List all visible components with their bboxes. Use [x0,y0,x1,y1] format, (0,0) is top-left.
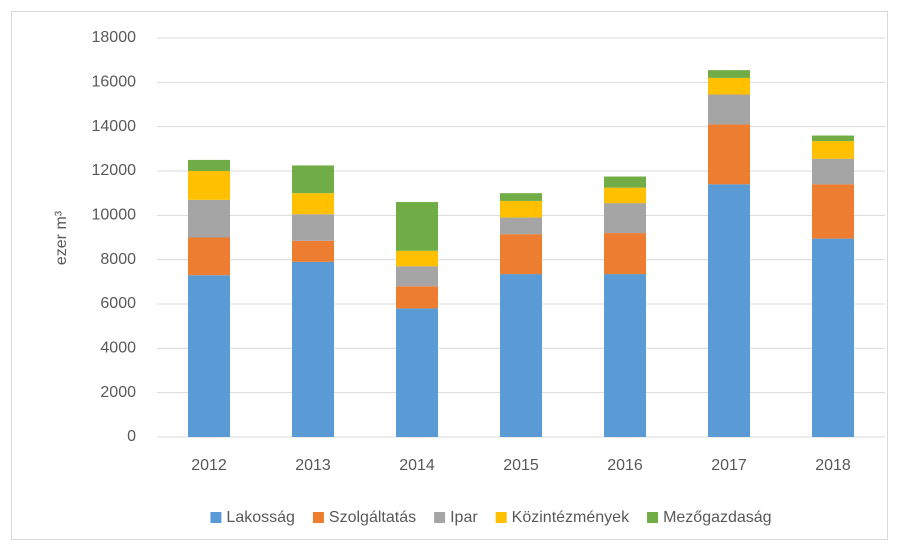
legend-swatch [647,512,659,523]
bar-segment [188,275,230,437]
bar-segment [708,94,750,125]
bar-segment [604,233,646,275]
bar-segment [396,286,438,309]
bar-segment [812,238,854,437]
bar-segment [292,240,334,262]
bar-segment [500,274,542,437]
bar-segment [292,261,334,437]
bar-segment [708,77,750,95]
x-tick-label: 2012 [191,457,227,474]
bar-segment [708,124,750,185]
legend: Lakosság Szolgáltatás Ipar Közintézmények Me… [210,509,772,526]
y-tick-label: 2000 [100,384,136,401]
legend-swatch [495,512,507,523]
bar-segment [500,200,542,218]
bar-segment [188,171,230,200]
y-axis-label: ezer m³ [53,210,70,265]
legend-label: Mezőgazdaság [663,509,772,526]
y-tick-label: 18000 [92,29,137,46]
y-tick-label: 10000 [92,207,137,224]
y-tick-label: 8000 [100,251,136,268]
x-tick-label: 2016 [607,457,643,474]
y-tick-label: 16000 [92,74,137,91]
bar-segment [812,158,854,185]
legend-swatch [434,512,446,523]
bar-segment [604,176,646,188]
legend-swatch [312,512,324,523]
x-tick-label: 2014 [399,457,435,474]
x-tick-label: 2017 [711,457,747,474]
bar-segment [188,159,230,171]
bar-segment [708,184,750,437]
bar-segment [188,199,230,238]
y-tick-label: 0 [127,428,136,445]
bar-segment [396,308,438,437]
chart-frame [11,11,888,540]
legend-label: Ipar [450,509,478,526]
x-tick-label: 2013 [295,457,331,474]
y-tick-label: 4000 [100,340,136,357]
legend-swatch [210,512,222,523]
bar-segment [500,193,542,201]
x-tick-label: 2015 [503,457,539,474]
legend-label: Szolgáltatás [329,509,416,526]
y-tick-label: 6000 [100,295,136,312]
bar-segment [812,184,854,239]
bar-segment [812,141,854,159]
y-tick-label: 14000 [92,118,137,135]
legend-label: Lakosság [226,509,295,526]
x-tick-label: 2018 [815,457,851,474]
bar-segment [812,135,854,142]
bar-segment [396,250,438,267]
bar-segment [292,193,334,215]
bar-segment [188,237,230,276]
legend-label: Közintézmények [512,509,630,526]
bar-segment [604,274,646,437]
bar-segment [604,187,646,204]
bar-segment [500,234,542,275]
bar-segment [292,165,334,194]
bar-segment [396,202,438,251]
bar-segment [292,214,334,241]
bar-segment [396,266,438,287]
bar-segment [500,217,542,235]
y-tick-label: 12000 [92,162,137,179]
bar-segment [708,70,750,78]
bar-segment [604,203,646,234]
